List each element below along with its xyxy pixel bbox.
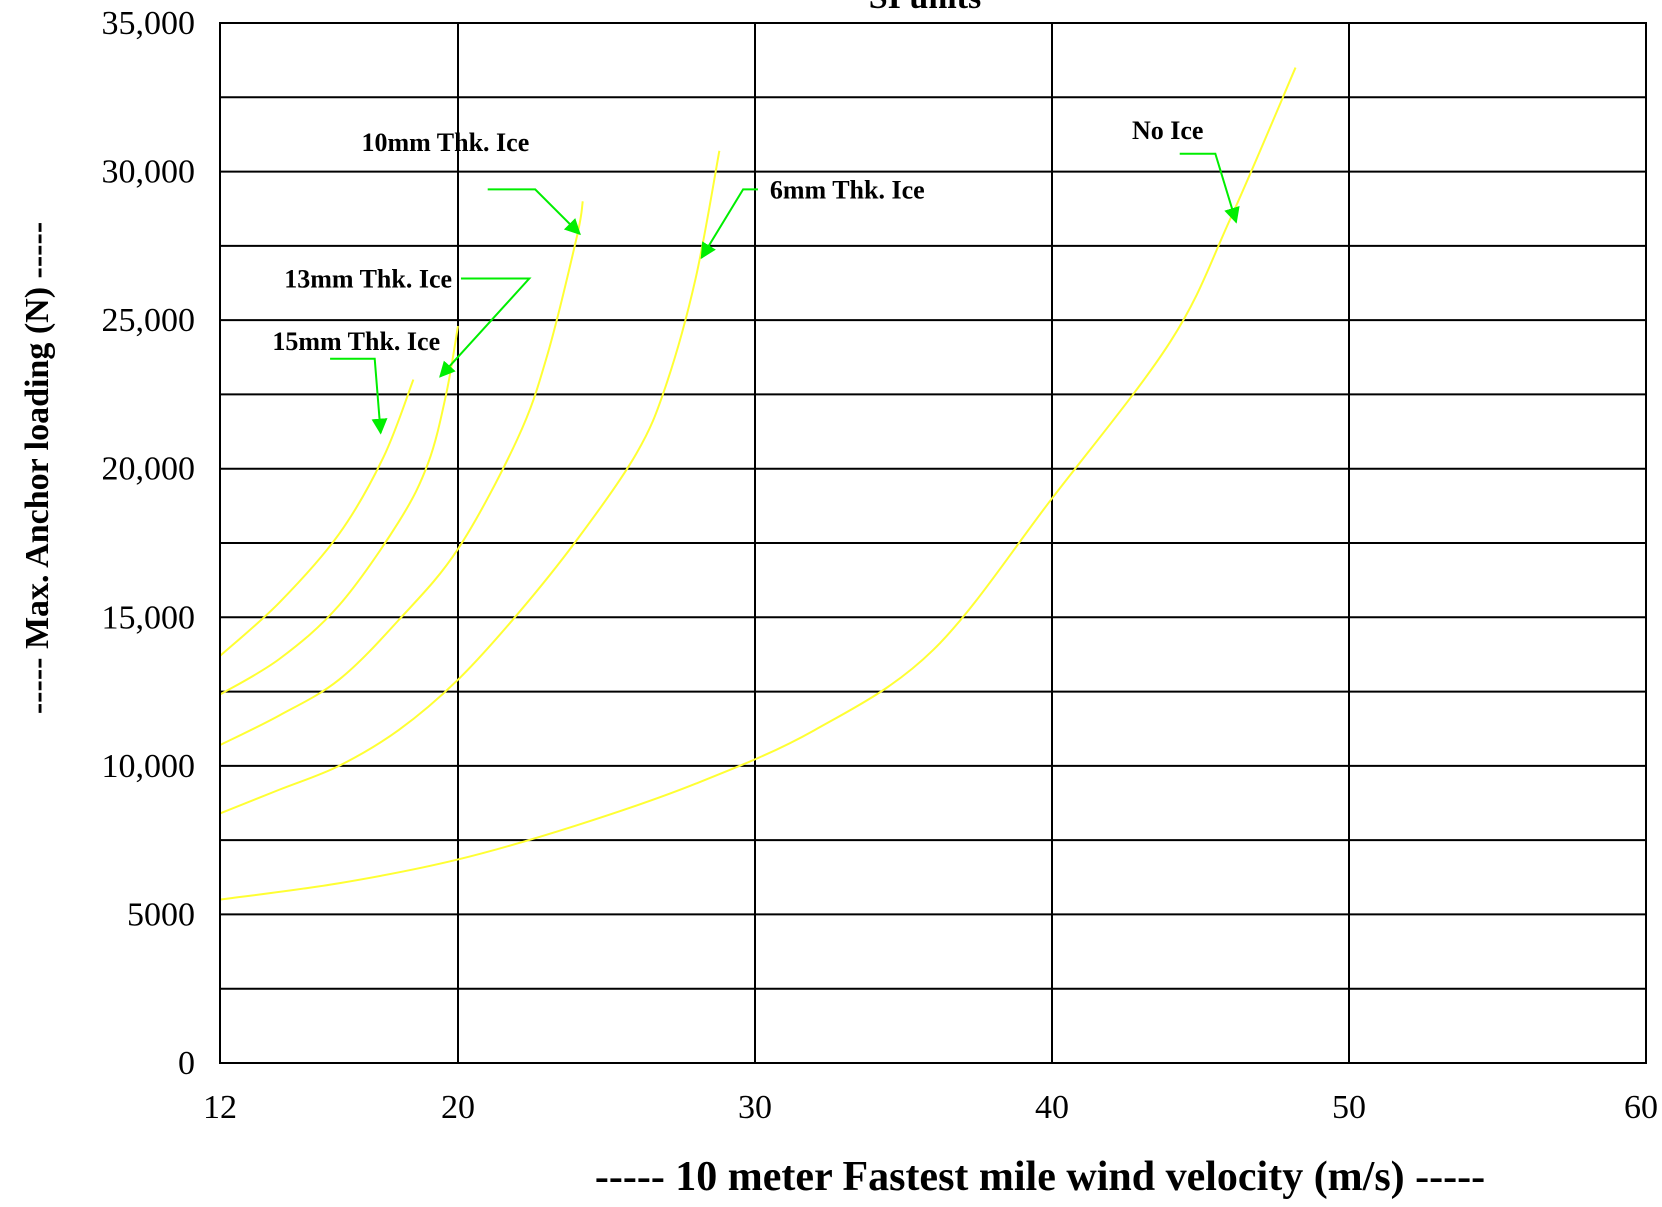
label-13mm-thk-ice: 13mm Thk. Ice: [284, 264, 452, 293]
x-tick-label: 12: [203, 1089, 237, 1126]
series-line-6mm-thk-ice: [220, 151, 719, 814]
series-line-15mm-thk-ice: [220, 380, 413, 656]
x-tick-label: 60: [1624, 1089, 1658, 1126]
x-tick-labels: 12 20 30 40 50 60: [203, 1089, 1658, 1126]
x-tick-label: 50: [1332, 1089, 1366, 1126]
x-axis-title: ----- 10 meter Fastest mile wind velocit…: [595, 1154, 1485, 1200]
x-tick-label: 20: [441, 1089, 475, 1126]
series-line-13mm-thk-ice: [220, 326, 458, 694]
leader-13mm-thk-ice: [440, 279, 529, 377]
series-lines: [220, 68, 1296, 900]
label-10mm-thk-ice: 10mm Thk. Ice: [361, 128, 529, 157]
y-tick-label: 5000: [127, 896, 195, 933]
y-axis-title: ----- Max. Anchor loading (N) -----: [19, 222, 56, 714]
leader-10mm-thk-ice: [488, 189, 580, 234]
leader-no-ice: [1180, 154, 1236, 222]
x-tick-label: 30: [738, 1089, 772, 1126]
y-tick-label: 35,000: [102, 5, 196, 42]
x-tick-label: 40: [1035, 1089, 1069, 1126]
series-line-no-ice: [220, 68, 1296, 900]
y-tick-label: 15,000: [102, 599, 196, 636]
label-6mm-thk-ice: 6mm Thk. Ice: [770, 175, 925, 204]
y-tick-label: 0: [178, 1045, 195, 1082]
chart-title: SI units: [869, 0, 981, 16]
y-tick-label: 25,000: [102, 302, 196, 339]
y-tick-label: 30,000: [102, 154, 196, 191]
label-no-ice: No Ice: [1132, 116, 1203, 145]
y-tick-labels: 0 5000 10,000 15,000 20,000 25,000 30,000 35,00…: [102, 5, 196, 1082]
y-tick-label: 10,000: [102, 748, 196, 785]
leader-15mm-thk-ice: [330, 359, 381, 433]
grid-lines: [220, 23, 1646, 1063]
y-tick-label: 20,000: [102, 451, 196, 488]
label-15mm-thk-ice: 15mm Thk. Ice: [272, 327, 440, 356]
